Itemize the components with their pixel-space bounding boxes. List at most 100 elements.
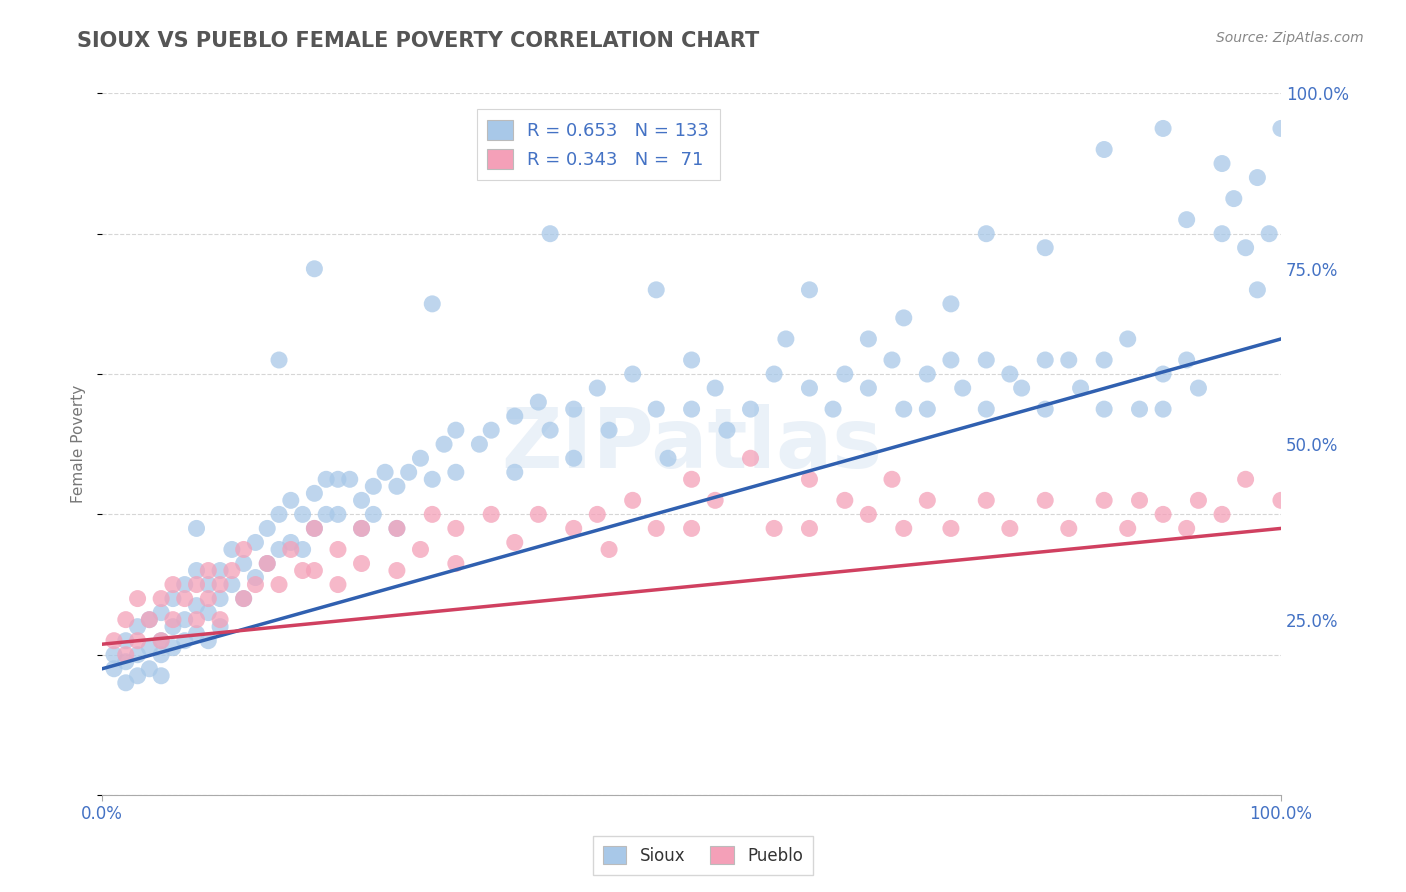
Point (209, 564, 232, 578)
Point (326, 508, 349, 522)
Point (527, 508, 550, 522)
Point (256, 521, 278, 535)
Point (479, 423, 502, 437)
Point (503, 409, 526, 424)
Point (1116, 521, 1139, 535)
Point (103, 662, 125, 676)
Point (197, 606, 219, 620)
Point (1211, 508, 1233, 522)
Point (562, 402, 585, 417)
Y-axis label: Female Poverty: Female Poverty (72, 385, 86, 503)
Legend: R = 0.653   N = 133, R = 0.343   N =  71: R = 0.653 N = 133, R = 0.343 N = 71 (477, 110, 720, 180)
Point (150, 633, 173, 648)
Point (1128, 493, 1150, 508)
Point (527, 395, 550, 409)
Point (1270, 121, 1292, 136)
Point (103, 648, 125, 662)
Point (681, 402, 703, 417)
Point (114, 675, 136, 690)
Point (562, 451, 585, 466)
Point (221, 577, 243, 591)
Point (1234, 241, 1257, 255)
Point (893, 310, 915, 325)
Point (114, 613, 136, 627)
Point (150, 633, 173, 648)
Point (350, 493, 373, 508)
Point (315, 508, 337, 522)
Point (503, 535, 526, 549)
Point (173, 613, 195, 627)
Point (350, 557, 373, 571)
Point (280, 542, 302, 557)
Point (799, 521, 821, 535)
Point (267, 542, 290, 557)
Point (173, 577, 195, 591)
Point (952, 381, 974, 395)
Point (799, 283, 821, 297)
Legend: Sioux, Pueblo: Sioux, Pueblo (593, 836, 813, 875)
Text: ZIPatlas: ZIPatlas (501, 404, 882, 484)
Point (114, 633, 136, 648)
Point (221, 564, 243, 578)
Point (1033, 241, 1056, 255)
Point (138, 613, 160, 627)
Point (775, 332, 797, 346)
Point (621, 367, 644, 381)
Point (398, 465, 420, 479)
Point (1152, 367, 1174, 381)
Point (998, 367, 1021, 381)
Point (304, 486, 326, 500)
Point (326, 542, 349, 557)
Point (834, 367, 856, 381)
Point (974, 353, 997, 368)
Point (1092, 402, 1115, 417)
Point (1246, 170, 1268, 185)
Point (197, 564, 219, 578)
Point (1033, 353, 1056, 368)
Point (256, 557, 278, 571)
Point (326, 577, 349, 591)
Point (858, 332, 880, 346)
Point (232, 591, 254, 606)
Point (1175, 353, 1198, 368)
Point (1152, 508, 1174, 522)
Point (232, 591, 254, 606)
Point (162, 640, 184, 655)
Point (1223, 192, 1246, 206)
Point (893, 402, 915, 417)
Point (232, 557, 254, 571)
Point (150, 591, 173, 606)
Point (1211, 156, 1233, 170)
Point (974, 493, 997, 508)
Point (1128, 402, 1150, 417)
Point (621, 493, 644, 508)
Point (1234, 472, 1257, 486)
Point (917, 493, 939, 508)
Point (598, 423, 620, 437)
Point (1092, 493, 1115, 508)
Point (339, 472, 361, 486)
Point (562, 521, 585, 535)
Point (245, 535, 267, 549)
Point (444, 521, 467, 535)
Point (1152, 402, 1174, 417)
Point (150, 669, 173, 683)
Point (138, 662, 160, 676)
Point (162, 591, 184, 606)
Point (209, 620, 232, 634)
Point (127, 648, 149, 662)
Point (468, 437, 491, 451)
Point (162, 577, 184, 591)
Point (197, 633, 219, 648)
Point (374, 465, 396, 479)
Point (586, 381, 609, 395)
Point (1033, 493, 1056, 508)
Point (186, 564, 208, 578)
Point (681, 521, 703, 535)
Point (917, 367, 939, 381)
Point (444, 557, 467, 571)
Point (998, 521, 1021, 535)
Point (763, 367, 786, 381)
Point (304, 521, 326, 535)
Point (681, 353, 703, 368)
